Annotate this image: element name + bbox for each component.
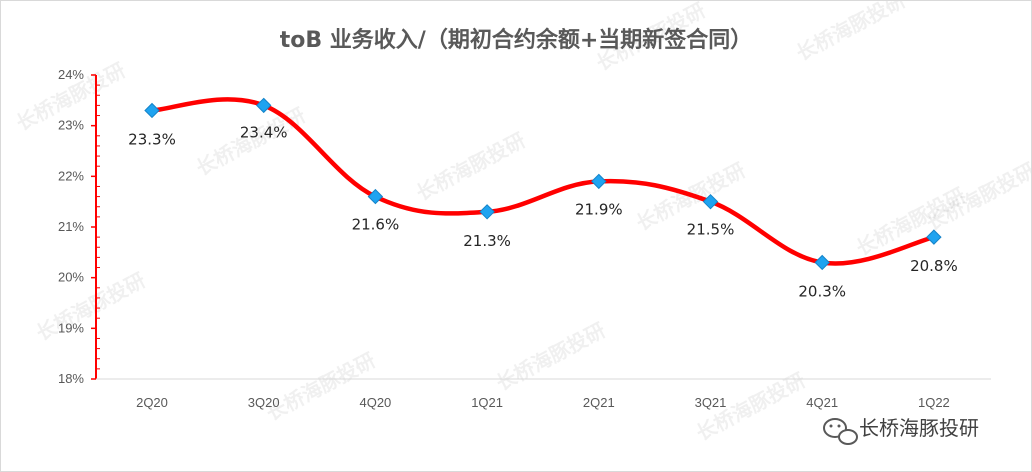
data-point bbox=[255, 97, 272, 114]
x-tick-label: 3Q20 bbox=[248, 395, 280, 410]
data-label: 20.3% bbox=[798, 282, 846, 300]
x-tick-label: 4Q21 bbox=[806, 395, 838, 410]
watermark-text: 长桥海豚投研 bbox=[412, 128, 529, 206]
y-tick-label: 21% bbox=[58, 219, 84, 234]
y-tick-label: 23% bbox=[58, 118, 84, 133]
watermark-text: 长桥海豚投研 bbox=[262, 348, 379, 426]
data-point bbox=[926, 229, 942, 245]
data-label: 21.3% bbox=[463, 232, 511, 250]
data-label: 23.4% bbox=[240, 123, 288, 141]
data-point bbox=[814, 254, 830, 271]
y-tick-label: 24% bbox=[58, 67, 84, 82]
watermark-text: 长桥海豚投研 bbox=[32, 268, 149, 346]
data-point bbox=[144, 102, 160, 119]
x-tick-label: 2Q21 bbox=[583, 395, 615, 410]
axes: 18% 19% 20% 21% 22% 23% 24% 2Q20 3Q20 4Q20 1Q21 2Q2… bbox=[58, 67, 991, 410]
data-label: 21.6% bbox=[352, 216, 400, 234]
y-tick-label: 19% bbox=[58, 320, 84, 335]
x-tick-label: 1Q22 bbox=[918, 395, 950, 410]
watermark-text: 长桥海豚投研 bbox=[792, 1, 909, 65]
y-tick-label: 20% bbox=[58, 270, 84, 285]
data-point bbox=[367, 188, 384, 205]
data-point bbox=[702, 193, 719, 210]
x-tick-label: 3Q21 bbox=[695, 395, 727, 410]
brand-text: 长桥海豚投研 bbox=[859, 416, 979, 440]
wechat-icon bbox=[823, 418, 858, 445]
y-tick-label: 18% bbox=[58, 371, 84, 386]
x-tick-label: 4Q20 bbox=[359, 395, 391, 410]
series-layer: 23.3% 23.4% 21.6% 21.3% 21.9% 21.5% 20.3% 20.8% bbox=[128, 97, 958, 300]
watermark-text: 长桥海豚投研 bbox=[492, 318, 609, 396]
data-label: 20.8% bbox=[910, 257, 958, 275]
watermark-text: 长桥海豚投研 bbox=[192, 103, 309, 181]
data-point bbox=[591, 173, 607, 190]
data-label: 23.3% bbox=[128, 130, 176, 148]
data-label: 21.5% bbox=[687, 221, 735, 239]
y-tick-label: 22% bbox=[58, 168, 84, 183]
series-line bbox=[149, 97, 937, 266]
chart-title: toB 业务收入/（期初合约余额+当期新签合同） bbox=[280, 27, 753, 53]
data-label: 21.9% bbox=[575, 200, 623, 218]
x-tick-label: 1Q21 bbox=[471, 395, 503, 410]
brand-watermark: 长桥海豚投研 bbox=[823, 416, 979, 445]
x-tick-label: 2Q20 bbox=[136, 395, 168, 410]
data-point bbox=[479, 204, 495, 220]
